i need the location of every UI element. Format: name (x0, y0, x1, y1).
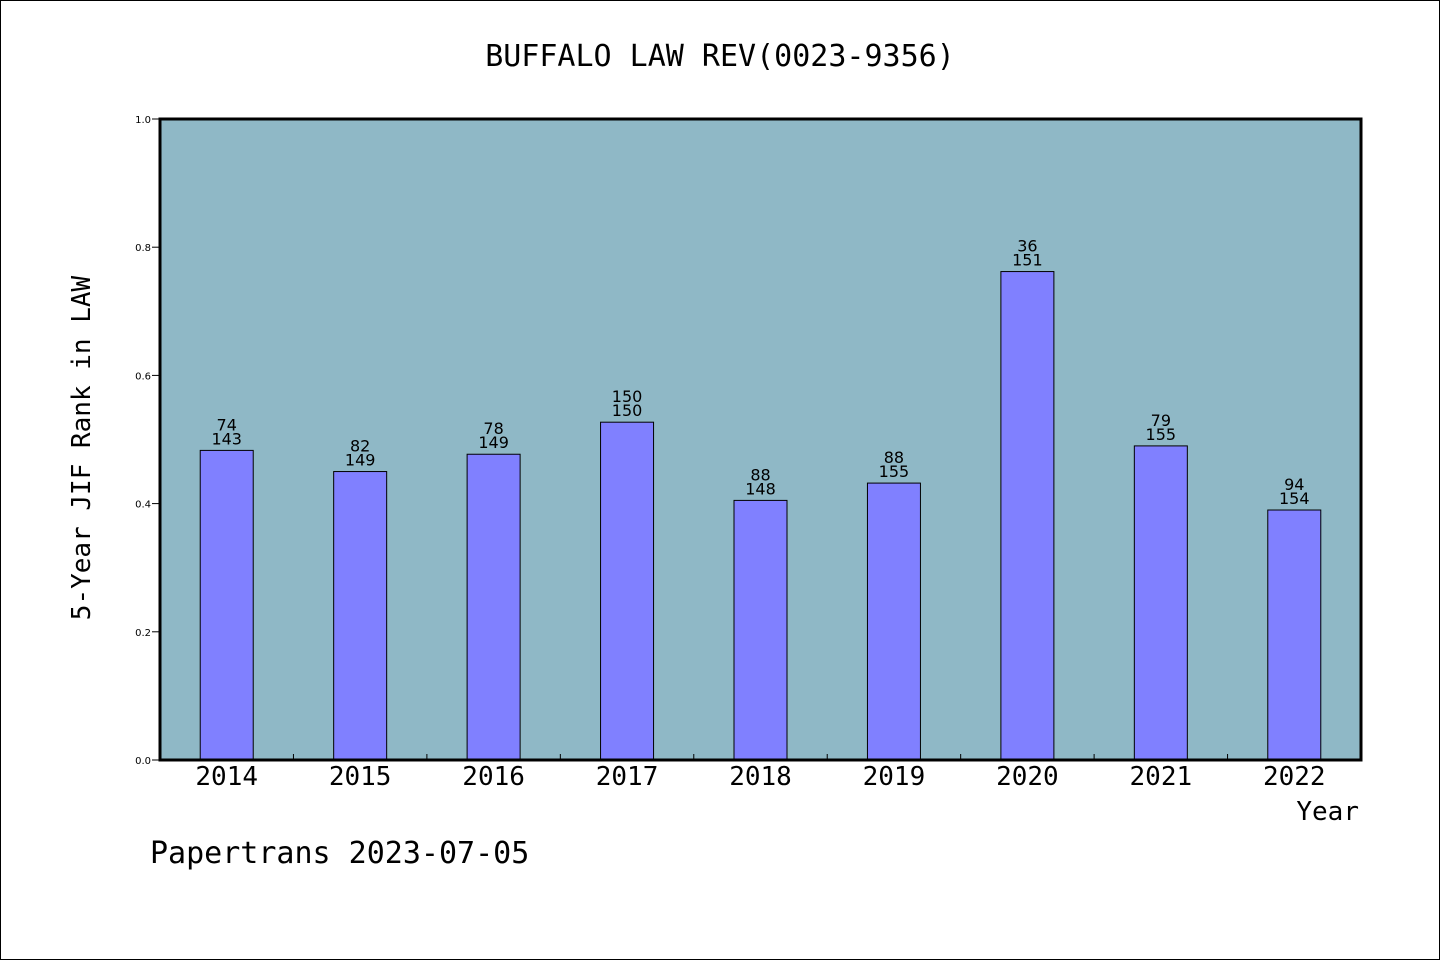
data-label-total-2019: 155 (879, 462, 910, 481)
data-label-rank-2018: 88 (750, 465, 770, 484)
data-label-rank-2021: 79 (1151, 411, 1171, 430)
x-tick-label-2018: 2018 (729, 762, 792, 792)
bar-2014 (199, 449, 254, 761)
bar-2017 (600, 421, 655, 761)
data-label-total-2016: 149 (478, 433, 509, 452)
x-tick-label-2022: 2022 (1263, 762, 1326, 792)
data-label-rank-2015: 82 (350, 437, 370, 456)
y-tick-label-1.0: 1.0 (135, 115, 151, 126)
bars-layer (199, 271, 1322, 761)
y-tick-label-0.2: 0.2 (135, 628, 151, 639)
y-axis: 0.0 0.2 0.4 0.6 0.8 1.0 (135, 115, 160, 767)
data-label-rank-2014: 74 (217, 415, 237, 434)
data-label-rank-2020: 36 (1017, 237, 1037, 256)
footer-text: Papertrans 2023-07-05 (150, 836, 529, 871)
x-axis: 2014 2015 2016 2017 2018 2019 2020 2021 2022 (195, 754, 1326, 792)
bar-2020 (1000, 271, 1055, 761)
chart-title: BUFFALO LAW REV(0023-9356) (485, 39, 955, 74)
y-axis-label: 5-Year JIF Rank in LAW (67, 275, 97, 620)
bar-2021 (1133, 445, 1188, 761)
x-tick-label-2015: 2015 (329, 762, 392, 792)
x-tick-label-2017: 2017 (596, 762, 659, 792)
x-tick-label-2020: 2020 (996, 762, 1059, 792)
data-label-rank-2019: 88 (884, 448, 904, 467)
bar-2016 (466, 453, 521, 761)
x-tick-label-2019: 2019 (863, 762, 926, 792)
data-label-total-2021: 155 (1146, 425, 1177, 444)
x-axis-label: Year (1296, 797, 1359, 827)
data-label-rank-2017: 150 (612, 387, 643, 406)
y-tick-label-0.8: 0.8 (135, 243, 151, 254)
data-label-total-2020: 151 (1012, 251, 1043, 270)
data-label-total-2018: 148 (745, 479, 776, 498)
data-label-rank-2016: 78 (483, 419, 503, 438)
x-tick-label-2021: 2021 (1130, 762, 1193, 792)
data-label-total-2015: 149 (345, 451, 376, 470)
y-tick-label-0.6: 0.6 (135, 371, 151, 382)
bar-2015 (333, 471, 388, 761)
y-tick-label-0.4: 0.4 (135, 500, 151, 511)
bar-2019 (866, 482, 921, 761)
data-label-total-2014: 143 (211, 429, 242, 448)
x-tick-label-2016: 2016 (462, 762, 525, 792)
x-tick-label-2014: 2014 (195, 762, 258, 792)
data-label-total-2022: 154 (1279, 489, 1310, 508)
y-tick-label-0.0: 0.0 (135, 756, 151, 767)
bar-2018 (733, 499, 788, 761)
data-label-total-2017: 150 (612, 401, 643, 420)
data-label-rank-2022: 94 (1284, 475, 1304, 494)
bar-2022 (1267, 509, 1322, 761)
plot-border (158, 117, 1363, 762)
